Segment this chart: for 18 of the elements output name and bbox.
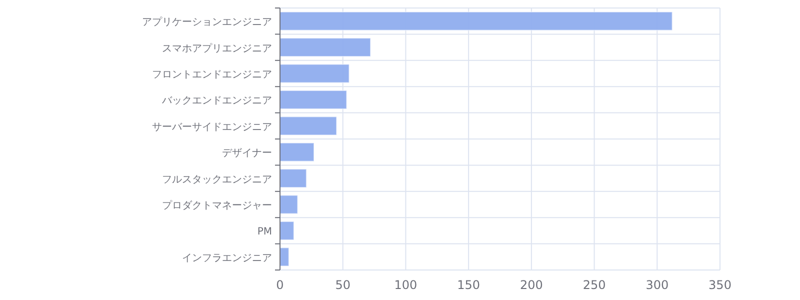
y-tick-label: アプリケーションエンジニア <box>142 16 272 28</box>
y-tick-label: バックエンドエンジニア <box>161 96 272 107</box>
y-tick-label: プロダクトマネージャー <box>162 200 272 212</box>
x-tick-label: 50 <box>335 278 350 292</box>
x-tick-label: 300 <box>646 278 669 292</box>
y-tick-label: フロントエンドエンジニア <box>152 70 272 80</box>
x-tick-label: 150 <box>457 278 480 292</box>
x-tick-label: 100 <box>394 278 418 292</box>
x-tick-label: 0 <box>276 278 284 292</box>
x-tick-label: 200 <box>520 278 543 292</box>
y-tick-label: サーバーサイドエンジニア <box>152 122 272 133</box>
y-tick-label: スマホアプリエンジニア <box>162 42 272 54</box>
y-tick-label: フルスタックエンジニア <box>162 174 272 186</box>
y-tick-label: PM <box>257 226 272 238</box>
y-tick-label: インフラエンジニア <box>182 252 272 264</box>
x-tick-label: 350 <box>708 278 732 292</box>
y-tick-label: デザイナー <box>222 148 272 160</box>
x-tick-label: 250 <box>582 278 606 292</box>
